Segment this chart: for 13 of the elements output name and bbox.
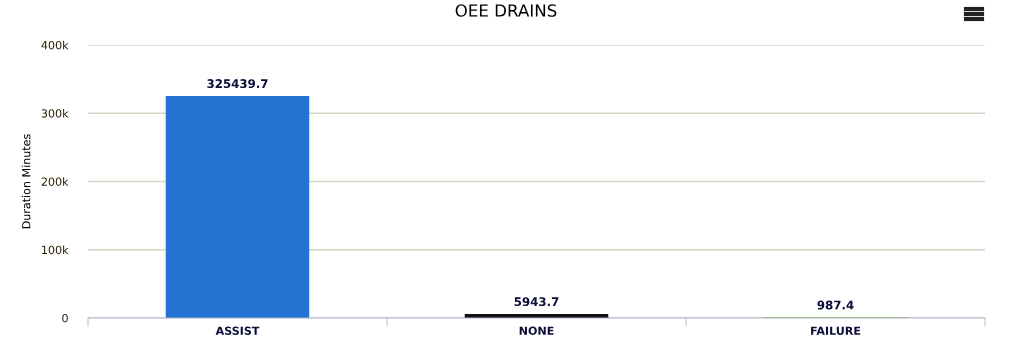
y-tick-label: 100k xyxy=(42,245,69,255)
data-label: 325439.7 xyxy=(207,79,268,89)
y-tick-label: 400k xyxy=(41,40,69,50)
y-tick-label: 200k xyxy=(41,177,69,186)
data-label: 5943.7 xyxy=(514,297,559,307)
y-tick-label: 0 xyxy=(62,313,68,323)
x-tick-label: FAILURE xyxy=(811,326,861,335)
y-tick-label: 300k xyxy=(41,109,69,118)
x-tick-label: ASSIST xyxy=(215,326,260,335)
x-tick-label: NONE xyxy=(519,326,554,335)
y-axis-title: Duration Minutes xyxy=(21,134,31,229)
data-label: 987.4 xyxy=(817,300,854,310)
chart-title: OEE DRAINS xyxy=(455,4,557,17)
